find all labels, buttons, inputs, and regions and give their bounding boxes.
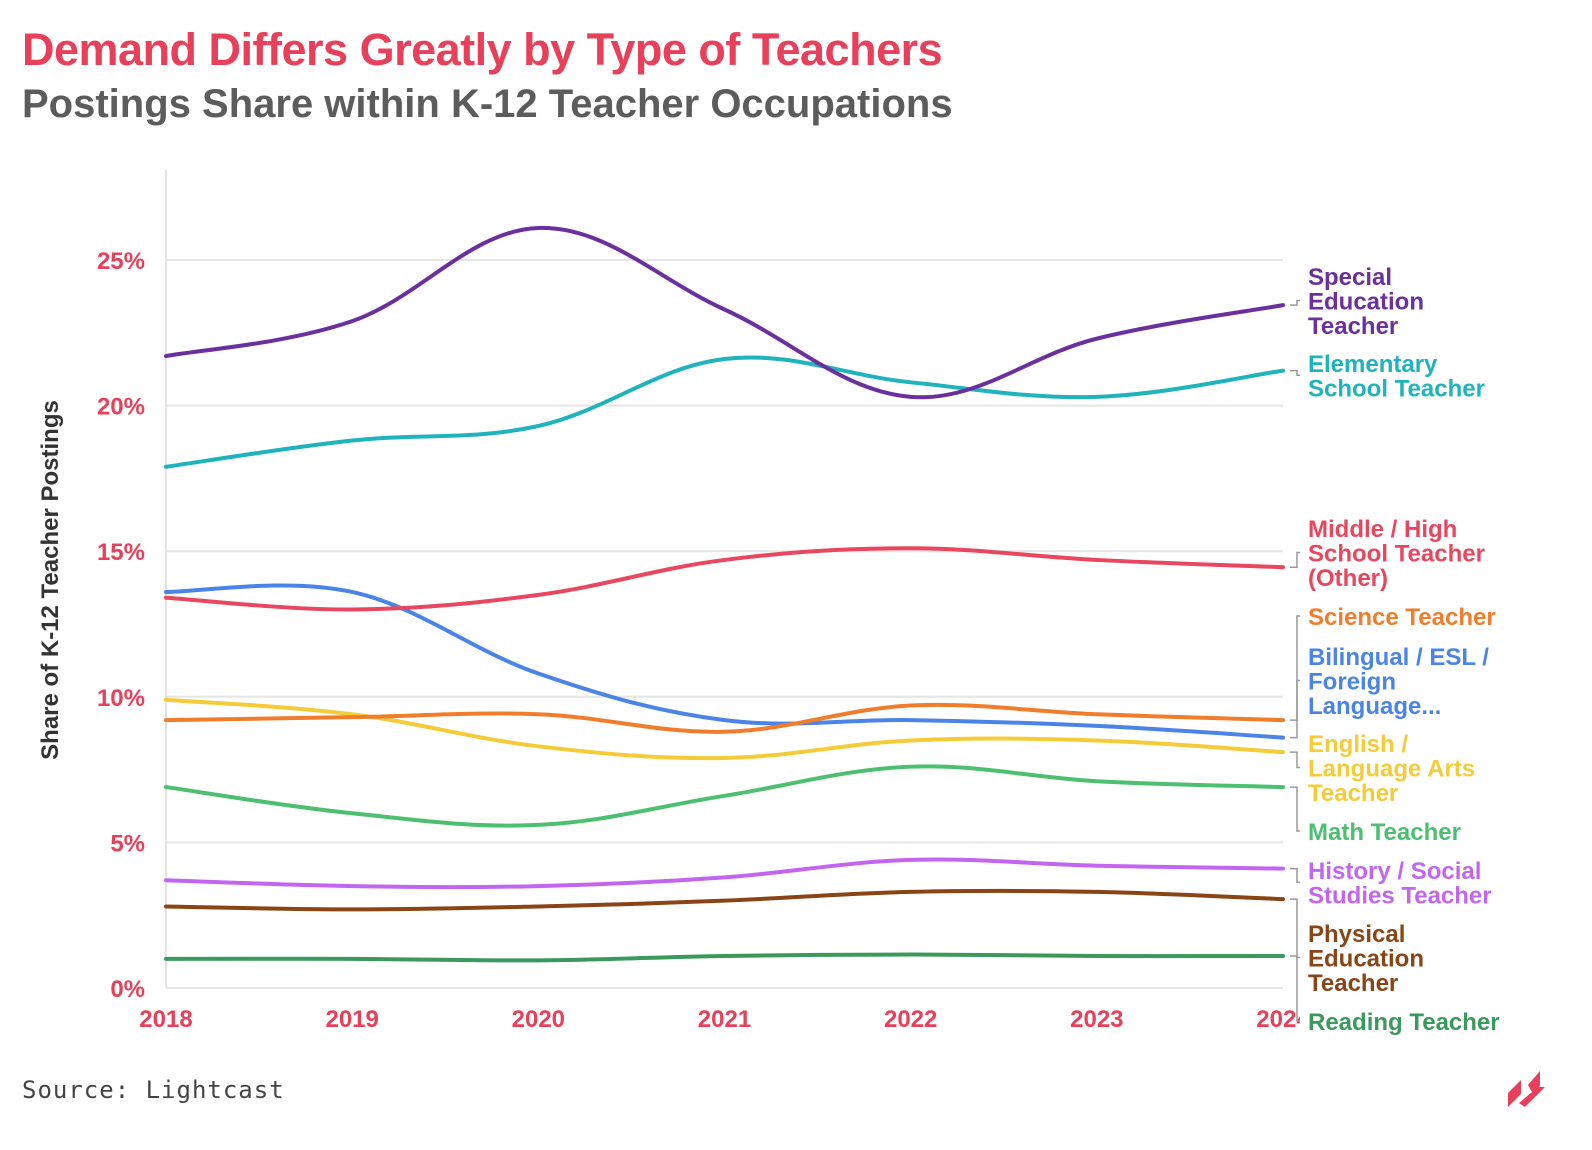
x-tick-label: 2022 [884, 1006, 937, 1033]
legend-label: School Teacher [1308, 376, 1485, 403]
legend-label-background [1300, 350, 1530, 403]
legend: SpecialEducationTeacherElementarySchool … [1300, 263, 1530, 1037]
x-tick-label: 2019 [325, 1006, 378, 1033]
legend-label: Physical [1308, 921, 1405, 948]
legend-label: School Teacher [1308, 541, 1485, 568]
series-line [164, 355, 1285, 469]
legend-label: Middle / High [1308, 516, 1457, 543]
y-tick-label: 0% [110, 976, 145, 1003]
legend-label-background [1300, 818, 1530, 847]
lightcast-logo-icon [1508, 1071, 1545, 1107]
gridlines [165, 170, 1283, 989]
legend-label: Education [1308, 289, 1424, 316]
legend-label: English / [1308, 731, 1408, 758]
legend-label-background [1300, 263, 1530, 341]
legend-label: Reading Teacher [1308, 1009, 1500, 1036]
legend-label-background [1300, 857, 1530, 910]
series-line [164, 702, 1285, 734]
legend-label: Teacher [1308, 313, 1398, 340]
x-tick-label: 2020 [512, 1006, 565, 1033]
y-tick-labels: 0% 5% 10% 15% 20% 25% [97, 248, 145, 1003]
source-note: Source: Lightcast [22, 1076, 285, 1104]
series-line [164, 857, 1285, 890]
legend-label: Teacher [1308, 970, 1398, 997]
chart-subtitle: Postings Share within K-12 Teacher Occup… [22, 82, 953, 126]
series-lines [164, 225, 1285, 963]
legend-label-background [1300, 1008, 1530, 1037]
y-tick-label: 15% [97, 539, 145, 566]
x-tick-labels: 2018 2019 2020 2021 2022 2023 2024 [139, 1006, 1310, 1033]
y-tick-label: 10% [97, 685, 145, 712]
legend-label: (Other) [1308, 565, 1388, 592]
series-line [164, 764, 1285, 828]
series-line [164, 546, 1285, 612]
legend-label-background [1300, 730, 1530, 808]
chart-title: Demand Differs Greatly by Type of Teache… [22, 24, 943, 75]
legend-label: History / Social [1308, 858, 1481, 885]
legend-label: Science Teacher [1308, 604, 1496, 631]
legend-label: Language... [1308, 693, 1441, 720]
legend-label-background [1300, 920, 1530, 998]
legend-label: Special [1308, 264, 1392, 291]
x-tick-label: 2023 [1070, 1006, 1123, 1033]
legend-label: Education [1308, 946, 1424, 973]
legend-label-background [1300, 603, 1530, 632]
y-axis-label: Share of K-12 Teacher Postings [37, 400, 64, 760]
series-line [164, 225, 1285, 400]
legend-label: Teacher [1308, 780, 1398, 807]
series-line [164, 952, 1285, 963]
legend-label-background [1300, 643, 1530, 721]
legend-label: Math Teacher [1308, 819, 1461, 846]
x-tick-label: 2021 [698, 1006, 751, 1033]
x-tick-label: 2018 [139, 1006, 192, 1033]
legend-label: Foreign [1308, 669, 1396, 696]
series-line [164, 697, 1285, 761]
series-line [164, 583, 1285, 740]
y-tick-label: 5% [110, 830, 145, 857]
legend-label: Elementary [1308, 351, 1438, 378]
legend-label-background [1300, 515, 1530, 593]
legend-label: Studies Teacher [1308, 883, 1492, 910]
y-tick-label: 25% [97, 248, 145, 275]
y-tick-label: 20% [97, 394, 145, 421]
series-line [164, 888, 1285, 912]
legend-label: Bilingual / ESL / [1308, 644, 1489, 671]
legend-label: Language Arts [1308, 756, 1475, 783]
